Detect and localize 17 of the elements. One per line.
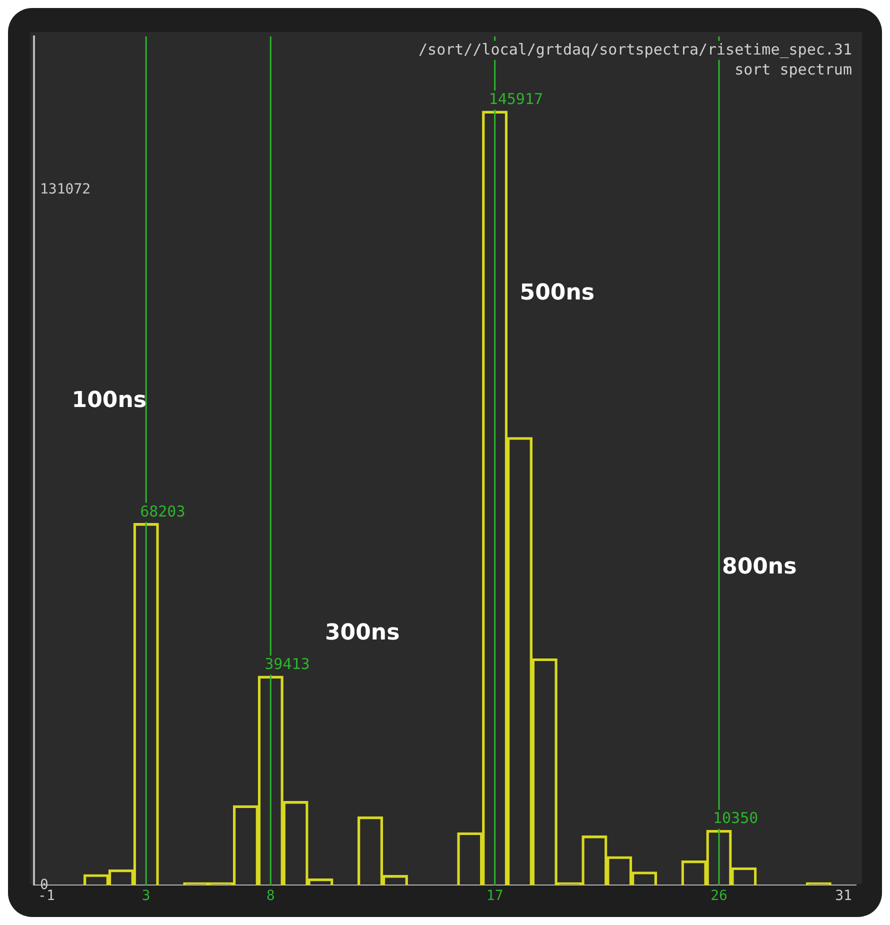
annotation: 500ns (520, 280, 594, 306)
y-tick-label: 131072 (40, 182, 91, 198)
data-label: 145917 (488, 90, 544, 108)
data-label: 10350 (713, 809, 758, 828)
x-tick-label: -1 (38, 888, 55, 904)
x-tick-label: 26 (710, 888, 728, 904)
text: sort spectrum (734, 60, 852, 78)
annotation: 300ns (324, 620, 400, 646)
data-label: 39413 (264, 655, 310, 674)
x-tick-label: 3 (142, 888, 150, 904)
x-tick-label: 8 (266, 888, 275, 904)
x-tick-label: 31 (835, 888, 852, 904)
annotation: 100ns (72, 388, 146, 414)
x-tick-label: 17 (486, 888, 504, 904)
annotation: 800ns (722, 554, 797, 580)
chart-title: /sort//local/grtdaq/sortspectra/risetime_spec.31 (418, 40, 852, 58)
data-label: 68203 (140, 502, 186, 520)
